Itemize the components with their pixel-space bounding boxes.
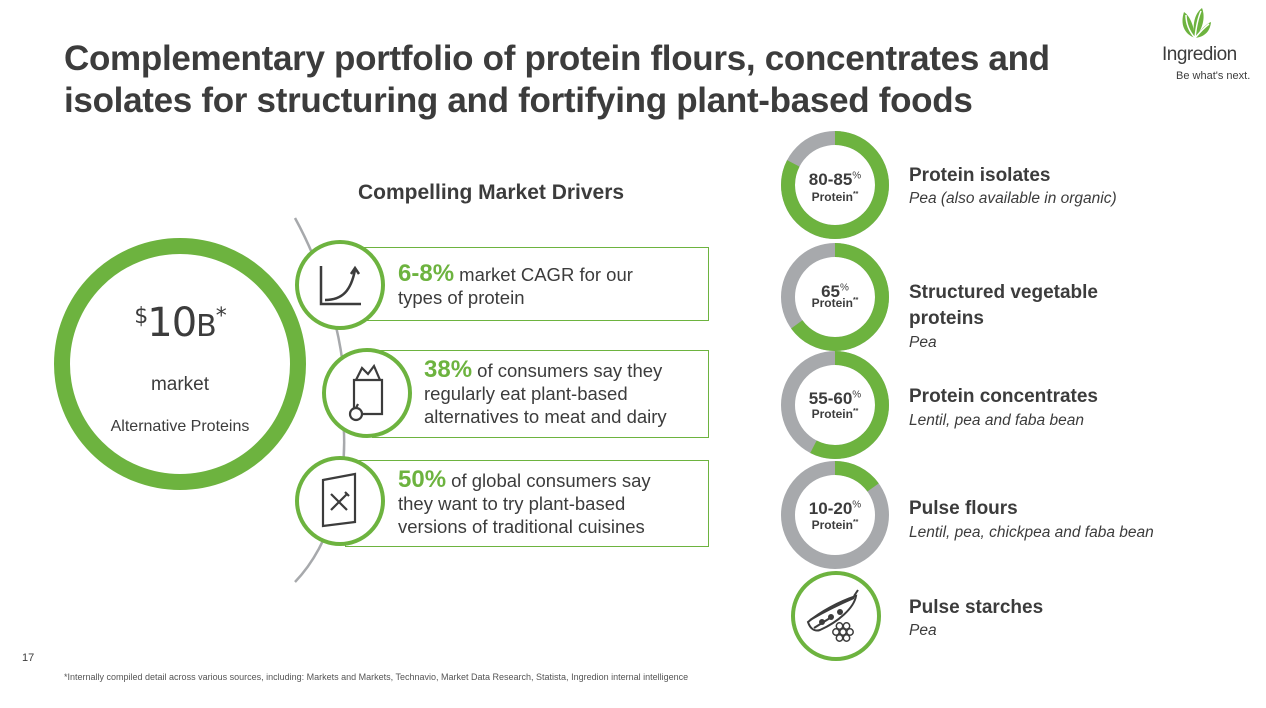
driver-line-1b: types of protein	[398, 287, 525, 308]
donut-label-3: Protein**	[811, 407, 859, 421]
portfolio-desc-1: Pea (also available in organic)	[909, 190, 1117, 207]
market-label: market	[150, 374, 210, 395]
driver-line-2b: regularly eat plant-based	[424, 383, 628, 404]
driver-pct-3: 50%	[398, 466, 447, 493]
market-number: 10	[147, 300, 197, 346]
market-ring	[54, 238, 306, 490]
title-line-1: Complementary portfolio of protein flour…	[64, 39, 1050, 78]
pea-pod-icon	[806, 589, 859, 642]
donut-fill	[781, 461, 889, 569]
market-currency: $	[134, 304, 148, 329]
portfolio-desc-2: Pea	[909, 334, 937, 351]
portfolio-desc-3: Lentil, pea and faba bean	[909, 412, 1084, 429]
protein-donut-4	[781, 461, 889, 569]
driver-box-2	[372, 350, 709, 438]
protein-donut-1	[781, 131, 889, 239]
ingredion-logo: Ingredion Be what's next.	[1150, 6, 1262, 86]
market-sublabel: Alternative Proteins	[110, 418, 250, 435]
driver-line-3c: versions of traditional cuisines	[398, 516, 645, 537]
donut-label-4: Protein**	[811, 518, 859, 532]
leaf-logo-icon	[1182, 8, 1211, 39]
drivers-heading: Compelling Market Drivers	[358, 181, 625, 204]
portfolio-name-2b: proteins	[909, 308, 984, 329]
protein-donut-3	[781, 351, 889, 459]
growth-chart-icon	[319, 265, 361, 306]
market-value: $10B*	[52, 300, 308, 346]
market-asterisk: *	[215, 304, 227, 329]
donut-pct-2: 65%	[821, 282, 849, 301]
donut-fill	[781, 243, 889, 351]
driver-icon-circle-3	[295, 456, 385, 546]
driver-line-2a: of consumers say they	[472, 360, 663, 381]
portfolio-name-5: Pulse starches	[909, 597, 1044, 618]
grocery-bag-icon	[348, 363, 384, 422]
footnote: *Internally compiled detail across vario…	[64, 672, 689, 682]
portfolio-desc-4: Lentil, pea, chickpea and faba bean	[909, 524, 1154, 541]
title-line-2: isolates for structuring and fortifying …	[64, 81, 973, 120]
driver-icon-circle-2	[322, 348, 412, 438]
protein-donut-2	[781, 243, 889, 351]
page-number: 17	[22, 652, 35, 664]
portfolio-name-2a: Structured vegetable	[909, 282, 1098, 303]
donut-pct-4: 10-20%	[808, 499, 862, 518]
driver-pct-1: 6-8%	[398, 260, 455, 287]
driver-text-1: 6-8% market CAGR for our types of protei…	[398, 262, 698, 309]
logo-name: Ingredion	[1162, 44, 1237, 65]
donut-fill	[781, 351, 889, 459]
donut-label-2: Protein**	[811, 296, 859, 310]
driver-text-3: 50% of global consumers say they want to…	[398, 468, 703, 538]
market-unit: B	[196, 309, 217, 344]
driver-icon-circle-1	[295, 240, 385, 330]
page-title: Complementary portfolio of protein flour…	[64, 38, 1154, 122]
portfolio-name-3: Protein concentrates	[909, 386, 1098, 407]
portfolio-desc-5: Pea	[909, 622, 937, 639]
pulse-starch-circle	[791, 571, 881, 661]
driver-line-3b: they want to try plant-based	[398, 493, 626, 514]
logo-tagline: Be what's next.	[1176, 70, 1251, 82]
driver-pct-2: 38%	[424, 356, 473, 383]
donut-fill	[781, 131, 889, 239]
driver-line-1a: market CAGR for our	[454, 264, 633, 285]
donut-pct-3: 55-60%	[808, 389, 862, 408]
portfolio-name-1: Protein isolates	[909, 165, 1051, 186]
donut-label-1: Protein**	[811, 190, 859, 204]
driver-line-2c: alternatives to meat and dairy	[424, 406, 667, 427]
portfolio-name-4: Pulse flours	[909, 498, 1018, 519]
driver-line-3a: of global consumers say	[446, 470, 651, 491]
donut-pct-1: 80-85%	[808, 170, 862, 189]
menu-fork-knife-icon	[321, 472, 357, 528]
driver-text-2: 38% of consumers say they regularly eat …	[424, 358, 709, 428]
